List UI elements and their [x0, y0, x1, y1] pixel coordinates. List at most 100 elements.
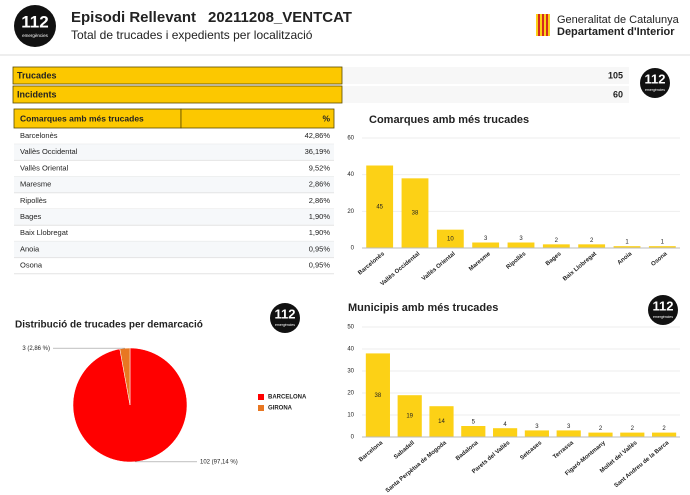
table-header: % [322, 113, 330, 123]
summary-label: Trucades [17, 70, 57, 80]
y-tick-label: 0 [351, 435, 355, 441]
bar [648, 246, 676, 248]
table-cell: Anoia [20, 244, 40, 253]
logo-circle [640, 68, 670, 98]
table-cell: 36,19% [305, 147, 331, 156]
data-label: 3 [567, 424, 571, 430]
summary-label-box [12, 85, 343, 104]
y-tick-label: 60 [347, 136, 354, 142]
table-cell: Baix Llobregat [20, 228, 69, 237]
bar [429, 406, 454, 437]
summary-value: 105 [608, 70, 623, 80]
bar [472, 242, 500, 248]
table-cell: 0,95% [309, 261, 331, 270]
data-label: 38 [375, 393, 382, 399]
bar [542, 244, 570, 248]
table-header-cell [180, 108, 335, 129]
y-tick-label: 10 [347, 413, 354, 419]
logo-circle [14, 5, 56, 47]
table-cell: Osona [20, 261, 43, 270]
data-label: 3 (2,86 %) [22, 346, 50, 352]
data-label: 2 [599, 426, 603, 432]
y-tick-label: 40 [347, 347, 354, 353]
emblem-stripe [542, 14, 544, 36]
table-cell: 2,86% [309, 196, 331, 205]
logo: 112 emergències [640, 68, 670, 98]
data-label: 3 [519, 236, 523, 242]
table-cell: Ripollès [20, 196, 47, 205]
table-cell: 1,90% [309, 228, 331, 237]
chart-title: Municipis amb més trucades [348, 302, 498, 314]
table-row-bg [14, 241, 334, 258]
table-cell: Vallès Oriental [20, 163, 69, 172]
bar [493, 428, 518, 437]
logo-circle [270, 303, 300, 333]
logo-caption: emergències [645, 88, 665, 92]
emblem-stripe [546, 14, 548, 36]
bar [652, 432, 677, 437]
table-cell: 42,86% [305, 131, 331, 140]
y-tick-label: 30 [347, 369, 354, 375]
bar [524, 430, 549, 437]
emblem-stripe [538, 14, 540, 36]
data-label: 3 [484, 236, 488, 242]
org-emblem [536, 14, 550, 36]
logo: 112 emergències [648, 295, 678, 325]
legend-label: BARCELONA [268, 395, 307, 401]
summary-value: 60 [613, 89, 623, 99]
table-cell: 2,86% [309, 180, 331, 189]
chart-title: Comarques amb més trucades [369, 114, 529, 126]
y-tick-label: 0 [351, 246, 355, 252]
data-label: 102 (97,14 %) [200, 459, 238, 465]
bar [578, 244, 606, 248]
legend-swatch [258, 405, 264, 411]
legend-swatch [258, 394, 264, 400]
logo: 112 emergències [270, 303, 300, 333]
summary-row [342, 86, 629, 103]
bar [613, 246, 641, 248]
table-row-bg [14, 144, 334, 161]
logo-number: 112 [645, 71, 666, 86]
bar [366, 165, 394, 248]
table-cell: 1,90% [309, 212, 331, 221]
table-cell: Barcelonès [20, 131, 58, 140]
y-tick-label: 50 [347, 325, 354, 331]
bar [461, 426, 486, 437]
data-label: 45 [376, 204, 383, 210]
bar [397, 395, 422, 437]
logo-number: 112 [653, 298, 674, 313]
table-cell: Vallès Occidental [20, 147, 78, 156]
data-label: 2 [590, 238, 594, 244]
data-label: 1 [661, 240, 665, 246]
data-label: 10 [447, 236, 454, 242]
bar [436, 229, 464, 248]
summary-row [342, 67, 629, 84]
table-row-bg [14, 209, 334, 226]
episode-code: 20211208_VENTCAT [208, 9, 352, 26]
subtitle: Total de trucades i expedients per local… [71, 28, 313, 42]
data-label: 2 [662, 426, 666, 432]
chart-title: Distribució de trucades per demarcació [15, 320, 203, 331]
y-tick-label: 20 [347, 391, 354, 397]
bar [507, 242, 535, 248]
table-row-bg [14, 176, 334, 193]
logo-caption: emergències [653, 315, 673, 319]
logo: 112 emergències [14, 5, 56, 47]
logo-number: 112 [21, 12, 48, 31]
y-tick-label: 40 [347, 172, 354, 178]
table-cell: Bages [20, 212, 42, 221]
data-label: 2 [555, 238, 559, 244]
org-line1: Generalitat de Catalunya [557, 14, 680, 26]
data-label: 14 [438, 419, 445, 425]
bar [588, 432, 613, 437]
bar [365, 353, 390, 437]
data-label: 2 [631, 426, 635, 432]
data-label: 38 [412, 211, 419, 217]
logo-caption: emergències [22, 33, 49, 38]
table-header: Comarques amb més trucades [20, 113, 144, 123]
logo-caption: emergències [275, 323, 295, 327]
data-label: 1 [625, 240, 629, 246]
table-cell: 0,95% [309, 244, 331, 253]
